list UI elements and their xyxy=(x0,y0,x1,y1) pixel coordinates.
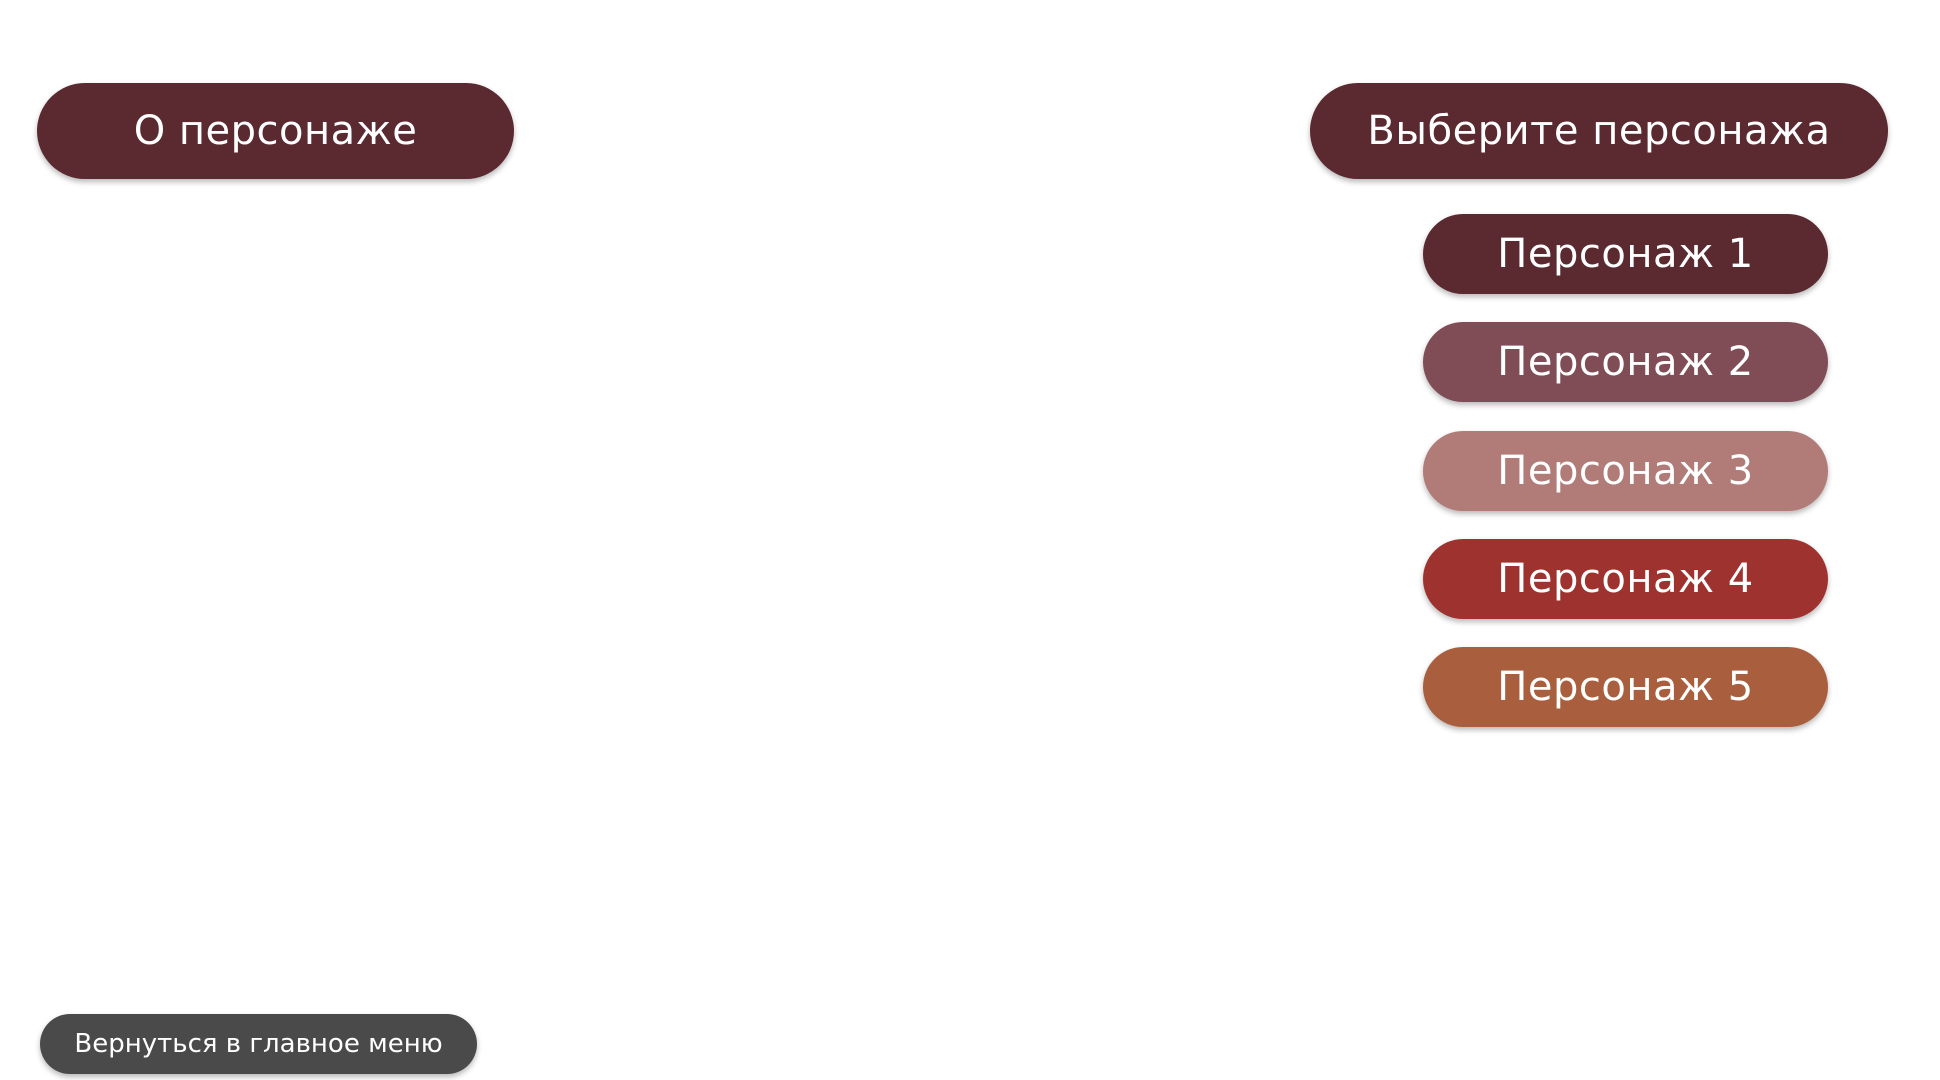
character-2-button[interactable]: Персонаж 2 xyxy=(1423,322,1828,402)
back-to-main-menu-button[interactable]: Вернуться в главное меню xyxy=(40,1014,477,1074)
character-1-button[interactable]: Персонаж 1 xyxy=(1423,214,1828,294)
character-5-button[interactable]: Персонаж 5 xyxy=(1423,647,1828,727)
character-4-button[interactable]: Персонаж 4 xyxy=(1423,539,1828,619)
select-character-button[interactable]: Выберите персонажа xyxy=(1310,83,1888,179)
character-3-button[interactable]: Персонаж 3 xyxy=(1423,431,1828,511)
about-character-button[interactable]: О персонаже xyxy=(37,83,514,179)
